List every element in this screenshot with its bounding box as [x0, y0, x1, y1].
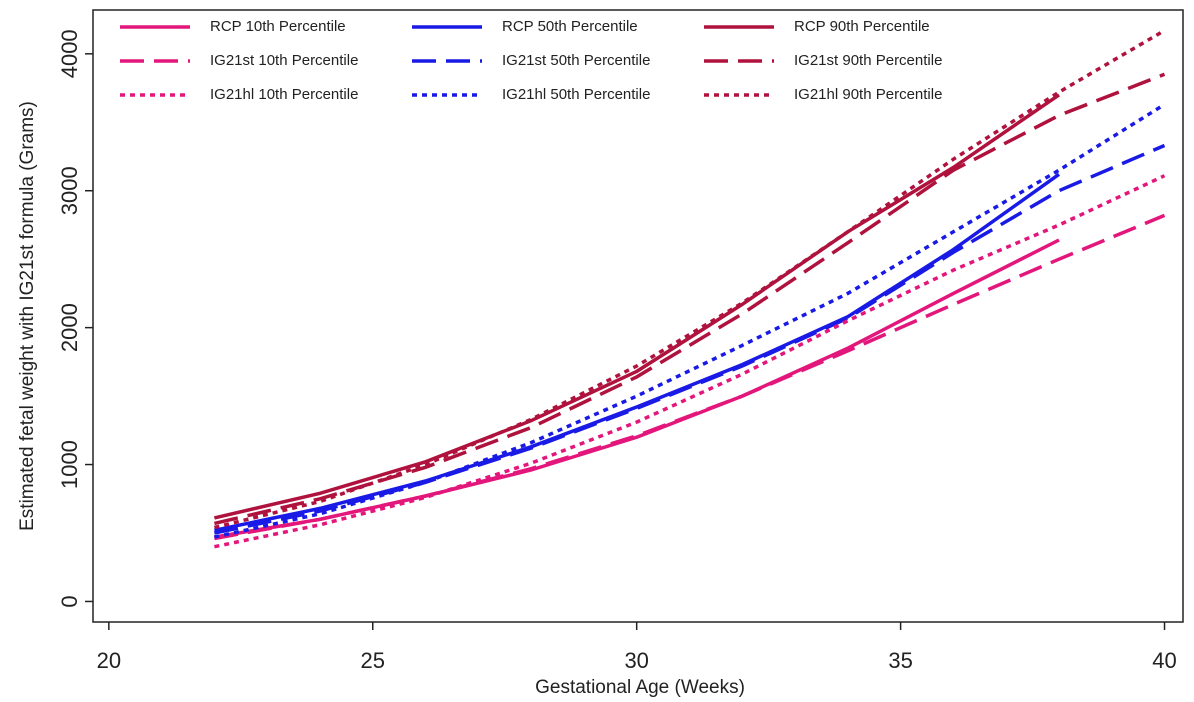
series-line [214, 172, 1061, 533]
legend-label: IG21st 50th Percentile [502, 52, 650, 69]
y-tick-label: 0 [57, 595, 82, 607]
legend-label: IG21hl 90th Percentile [794, 86, 942, 103]
x-axis-label: Gestational Age (Weeks) [535, 677, 745, 698]
y-tick-label: 4000 [57, 29, 82, 78]
series-line [214, 103, 1166, 539]
legend-label: IG21hl 10th Percentile [210, 86, 358, 103]
y-axis-label: Estimated fetal weight with IG21st formu… [17, 101, 38, 531]
legend-label: IG21hl 50th Percentile [502, 86, 650, 103]
x-tick-label: 20 [97, 648, 121, 673]
legend-label: RCP 10th Percentile [210, 18, 346, 35]
legend-label: RCP 50th Percentile [502, 18, 638, 35]
x-tick-label: 35 [888, 648, 912, 673]
x-tick-label: 25 [361, 648, 385, 673]
series-line [214, 213, 1166, 541]
series-line [214, 72, 1166, 526]
y-tick-label: 1000 [57, 440, 82, 489]
x-tick-label: 40 [1152, 648, 1176, 673]
y-tick-label: 2000 [57, 303, 82, 352]
series-line [214, 143, 1166, 535]
series-line [214, 93, 1060, 520]
legend-label: IG21st 10th Percentile [210, 52, 358, 69]
series-line [214, 174, 1166, 549]
legend-label: IG21st 90th Percentile [794, 52, 942, 69]
y-tick-label: 3000 [57, 166, 82, 215]
legend-label: RCP 90th Percentile [794, 18, 930, 35]
x-tick-label: 30 [624, 648, 648, 673]
plot-frame [92, 9, 1184, 623]
series-line [213, 28, 1166, 530]
